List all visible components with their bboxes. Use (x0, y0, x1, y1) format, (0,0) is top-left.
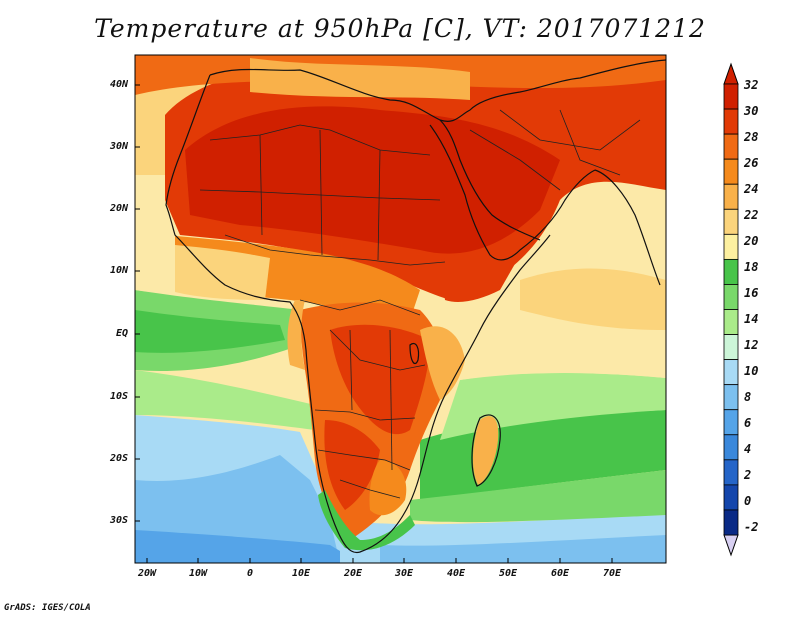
lon-label-20e: 20E (343, 568, 363, 579)
colorbar-swatch (723, 484, 739, 511)
colorbar-swatch (723, 459, 739, 486)
credit-text: GrADS: IGES/COLA (4, 603, 91, 613)
colorbar-swatch (723, 208, 739, 235)
axis-ticks (135, 84, 613, 563)
lat-label-20s: 20S (109, 453, 128, 464)
colorbar-swatch (723, 309, 739, 335)
colorbar-label: 28 (744, 130, 759, 144)
map-frame (134, 54, 667, 564)
lon-label-0: 0 (246, 568, 254, 579)
colorbar-swatch (723, 108, 739, 135)
colorbar-label: 16 (744, 286, 759, 300)
colorbar-swatch (723, 409, 739, 436)
lon-label-60e: 60E (550, 568, 570, 579)
lat-label-10s: 10S (109, 391, 128, 402)
lat-label-40n: 40N (109, 79, 128, 90)
colorbar (723, 62, 739, 557)
colorbar-label: 2 (744, 468, 752, 482)
lon-label-20w: 20W (137, 568, 157, 579)
lon-label-40e: 40E (446, 568, 466, 579)
colorbar-label: 6 (744, 416, 752, 430)
colorbar-label: 24 (744, 182, 759, 196)
colorbar-label: 22 (744, 208, 759, 222)
colorbar-label: 14 (744, 312, 759, 326)
colorbar-label: 26 (744, 156, 759, 170)
colorbar-swatch (723, 434, 739, 461)
colorbar-swatch (723, 284, 739, 310)
colorbar-swatch (723, 133, 739, 160)
colorbar-label: 32 (744, 78, 759, 92)
lat-label-eq: EQ (115, 328, 128, 339)
colorbar-label: 12 (744, 338, 759, 352)
lat-label-30s: 30S (109, 515, 128, 526)
colorbar-swatch (723, 158, 739, 185)
colorbar-label: 10 (744, 364, 759, 378)
colorbar-label: 8 (744, 390, 752, 404)
colorbar-under-arrow (723, 534, 739, 557)
colorbar-over-arrow (723, 62, 739, 85)
lat-label-20n: 20N (109, 203, 128, 214)
colorbar-label: 4 (744, 442, 752, 456)
colorbar-swatch (723, 334, 739, 361)
colorbar-swatch (723, 359, 739, 386)
colorbar-label: -2 (744, 520, 759, 534)
lon-label-30e: 30E (394, 568, 414, 579)
colorbar-swatch (723, 183, 739, 210)
colorbar-label: 0 (744, 494, 752, 508)
colorbar-label: 20 (744, 234, 759, 248)
coastlines (165, 59, 666, 554)
lat-label-10n: 10N (109, 265, 128, 276)
lat-label-30n: 30N (109, 141, 128, 152)
lon-label-10w: 10W (188, 568, 208, 579)
map-title: Temperature at 950hPa [C], VT: 201707121… (94, 14, 706, 43)
lon-label-70e: 70E (602, 568, 622, 579)
colorbar-label: 30 (744, 104, 759, 118)
lon-label-50e: 50E (498, 568, 518, 579)
country-borders (199, 109, 641, 499)
colorbar-swatch (723, 233, 739, 260)
lon-label-10e: 10E (291, 568, 311, 579)
colorbar-swatch (723, 83, 739, 110)
colorbar-swatch (723, 384, 739, 411)
colorbar-swatch (723, 258, 739, 285)
colorbar-swatch (723, 509, 739, 536)
colorbar-label: 18 (744, 260, 759, 274)
temperature-field (135, 55, 666, 563)
